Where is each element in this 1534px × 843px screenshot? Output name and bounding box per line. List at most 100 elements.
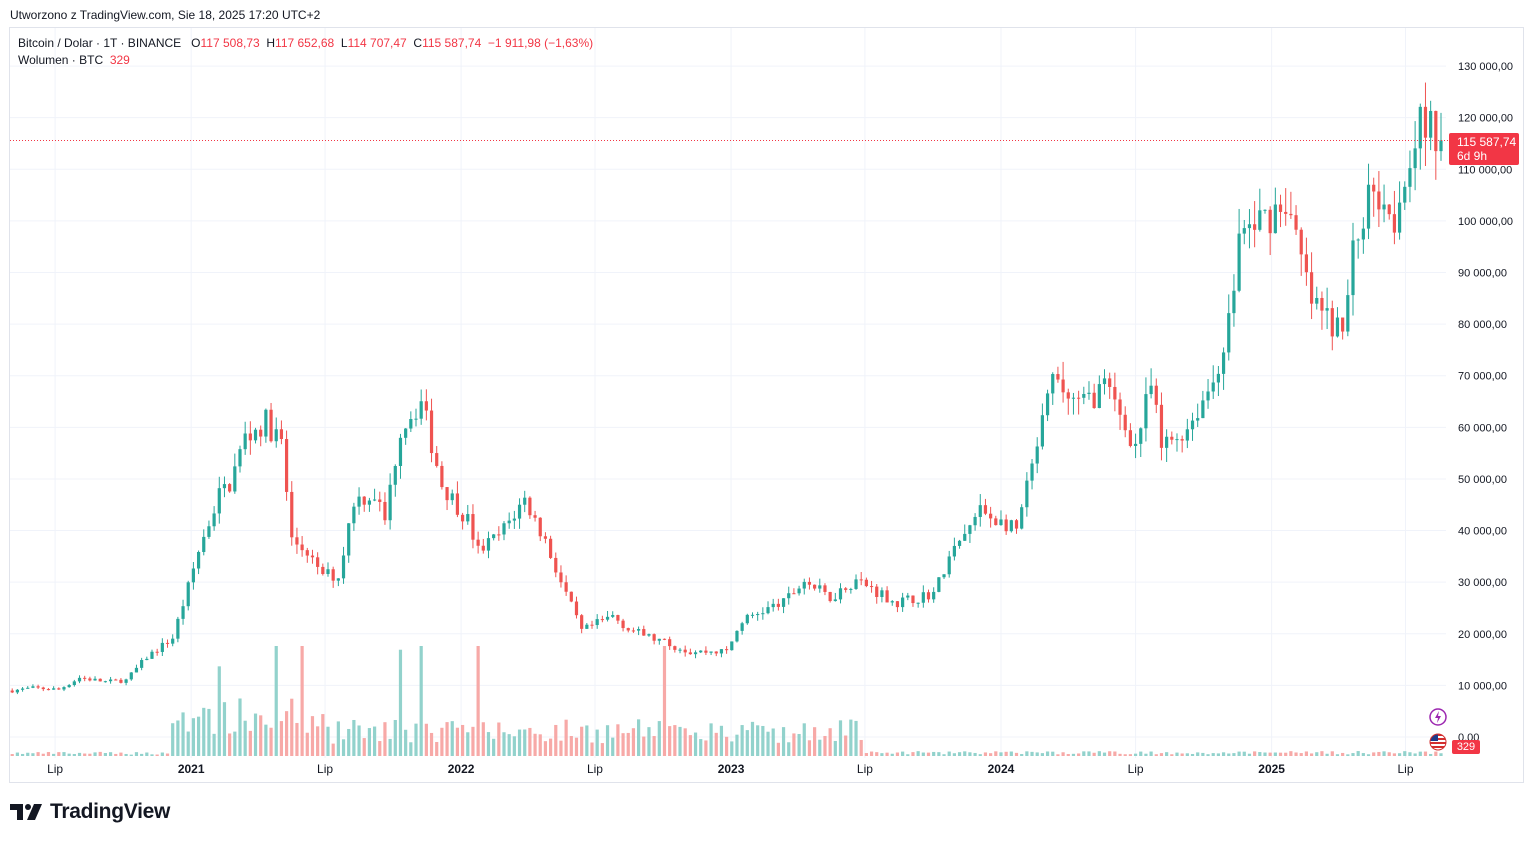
candle-body (704, 650, 708, 653)
volume-bar (362, 738, 366, 756)
volume-bar (797, 733, 801, 756)
candle-body (761, 613, 765, 615)
candle-body (362, 496, 366, 505)
candle-body (1149, 385, 1153, 395)
candle-body (1087, 392, 1091, 395)
candle-body (1278, 204, 1283, 212)
volume-bar (709, 723, 713, 756)
candle-body (435, 453, 439, 466)
candle-body (41, 687, 45, 690)
volume-bar (1061, 752, 1065, 756)
candle-body (895, 601, 900, 608)
candle-body (880, 590, 884, 597)
close-value: 115 587,74 (422, 36, 482, 50)
candle-body (983, 505, 988, 514)
volume-bar (165, 753, 170, 756)
volume-bar (1278, 752, 1283, 756)
candle-body (921, 592, 925, 603)
candle-body (486, 538, 491, 551)
candle-body (191, 568, 196, 583)
candle-body (1159, 404, 1164, 448)
volume-bar (1309, 753, 1314, 756)
candle-body (1289, 213, 1293, 216)
candle-body (916, 602, 920, 604)
volume-bar (1392, 753, 1397, 756)
price-candles (10, 82, 1443, 695)
candle-body (1077, 397, 1081, 399)
volume-bar (1356, 751, 1360, 756)
volume-bar (833, 740, 837, 756)
candle-body (1030, 463, 1034, 481)
volume-bar (310, 716, 315, 756)
candle-body (93, 678, 97, 681)
candle-body (652, 634, 656, 641)
volume-bar (968, 752, 972, 756)
volume-bar (98, 751, 102, 756)
volume-bar (1014, 752, 1019, 756)
candle-body (1190, 420, 1195, 430)
candle-body (347, 523, 351, 556)
us-flag-icon[interactable] (1428, 732, 1448, 752)
candle-body (549, 538, 553, 558)
volume-bar (1056, 754, 1060, 756)
candle-body (766, 607, 770, 614)
volume-bar (781, 727, 786, 756)
candle-body (1237, 233, 1241, 291)
volume-bar (347, 728, 351, 756)
candle-body (590, 624, 594, 626)
candle-body (1429, 110, 1433, 138)
candle-body (1434, 110, 1438, 152)
volume-bar (409, 742, 413, 756)
candle-body (937, 577, 941, 592)
volume-bar (642, 736, 646, 756)
volume-bar (1051, 751, 1055, 756)
x-tick-label: 2023 (718, 762, 745, 776)
volume-label[interactable]: Wolumen · BTC (18, 53, 104, 67)
symbol-label[interactable]: Bitcoin / Dolar · 1T · BINANCE (18, 36, 182, 50)
candle-body (574, 601, 579, 616)
volume-bar (435, 741, 439, 756)
candle-body (1346, 295, 1350, 332)
tradingview-logo[interactable]: TradingView (10, 800, 170, 824)
brand-name: TradingView (50, 800, 171, 823)
volume-bar (517, 729, 522, 756)
volume-bar (228, 733, 232, 756)
candle-body (52, 688, 56, 690)
candle-body (642, 629, 646, 636)
candle-body (1025, 480, 1029, 508)
candle-body (481, 545, 485, 551)
volume-bar (15, 752, 19, 756)
volume-bar (1258, 752, 1262, 756)
volume-bar (1418, 751, 1422, 756)
lightning-icon[interactable] (1428, 707, 1448, 727)
candle-body (471, 514, 475, 540)
volume-bar (580, 726, 584, 756)
volume-bar (248, 730, 252, 756)
chart-frame[interactable] (9, 27, 1524, 783)
volume-bar (1284, 752, 1288, 756)
volume-bar (538, 734, 542, 756)
candle-body (1175, 439, 1179, 441)
volume-bar (719, 725, 724, 756)
y-tick-label: 130 000,00 (1458, 61, 1513, 73)
candle-body (388, 484, 392, 521)
candle-body (533, 515, 537, 518)
volume-bar (792, 733, 796, 756)
volume-bar (264, 724, 268, 756)
x-tick-label: 2025 (1258, 762, 1285, 776)
candle-body (290, 491, 294, 538)
volume-bar (502, 732, 506, 756)
candle-body (1227, 313, 1231, 353)
candle-body (854, 579, 858, 589)
volume-bar (1180, 753, 1184, 756)
candle-body (352, 506, 356, 524)
candle-body (699, 650, 703, 653)
candle-body (828, 591, 832, 602)
candle-body (1253, 224, 1257, 230)
candle-body (683, 649, 687, 653)
candle-body (383, 501, 387, 521)
volume-bar (31, 753, 35, 756)
volume-bar (1247, 753, 1252, 756)
